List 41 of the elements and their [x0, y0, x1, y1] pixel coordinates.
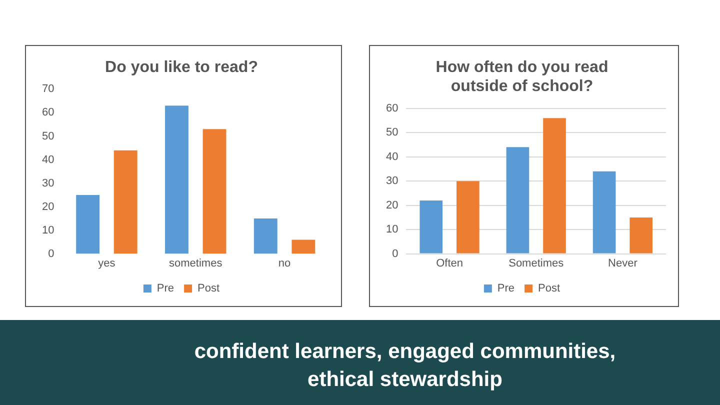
y-tick-label: 60 — [42, 106, 54, 119]
x-tick-label: Often — [436, 257, 463, 270]
y-tick-label: 50 — [386, 126, 398, 139]
legend-label: Post — [198, 282, 220, 295]
x-tick-label: no — [278, 257, 291, 270]
text: ethical stewardship — [306, 367, 504, 393]
y-tick-label: 30 — [386, 175, 398, 188]
y-tick-label: 20 — [386, 199, 398, 212]
bar — [292, 240, 316, 254]
y-tick-label: 10 — [42, 224, 54, 236]
bar — [456, 181, 480, 254]
y-tick-label: 30 — [42, 177, 54, 190]
bar — [254, 218, 278, 254]
text: confident learners, engaged communities, — [193, 339, 617, 365]
bar — [506, 147, 530, 254]
bar — [592, 171, 616, 254]
bar — [76, 195, 100, 254]
legend-label: Pre — [156, 282, 174, 295]
x-tick-label: Never — [608, 257, 638, 270]
bar — [420, 200, 443, 254]
bar — [165, 106, 188, 254]
y-tick-label: 40 — [386, 150, 398, 163]
x-tick-label: yes — [98, 257, 116, 270]
bar — [630, 217, 653, 254]
legend-label: Pre — [497, 282, 515, 295]
y-tick-label: 20 — [42, 200, 54, 213]
x-tick-label: Sometimes — [508, 257, 564, 270]
chart-title: Do you like to read? — [105, 59, 258, 76]
y-tick-label: 70 — [42, 83, 54, 96]
y-tick-label: 40 — [42, 154, 54, 166]
x-tick-label: sometimes — [169, 257, 223, 270]
y-tick-label: 50 — [42, 130, 54, 142]
chart-title: How often do you read outside of school? — [436, 59, 608, 96]
y-tick-label: 0 — [48, 248, 54, 260]
y-tick-label: 10 — [386, 224, 398, 236]
legend-label: Post — [538, 282, 560, 295]
bar — [543, 118, 566, 254]
bar — [202, 129, 226, 254]
y-tick-label: 0 — [392, 248, 398, 260]
y-tick-label: 60 — [386, 102, 398, 114]
bar — [114, 150, 138, 254]
